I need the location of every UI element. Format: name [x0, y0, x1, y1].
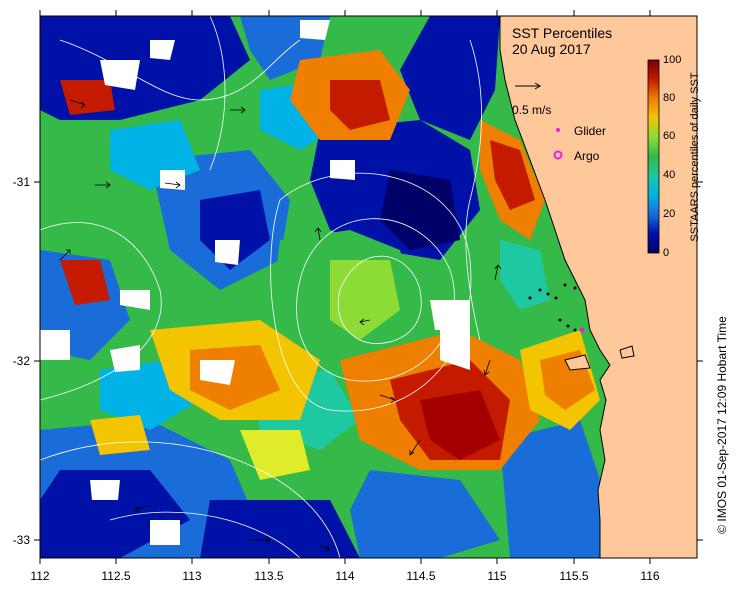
x-tick-label: 114 — [335, 569, 354, 583]
island-outlines — [564, 345, 635, 371]
glider-track — [528, 283, 577, 332]
current-vectors — [59, 99, 502, 552]
colorbar-tick-label: 20 — [663, 208, 675, 220]
colorbar-tick-label: 60 — [663, 130, 675, 142]
y-tick-label: -32 — [13, 354, 31, 368]
sea-level-contours — [40, 16, 482, 558]
glider-label: Glider — [574, 124, 606, 138]
x-tick-label: 116 — [640, 569, 659, 583]
credit-label: © IMOS 01-Sep-2017 12:09 Hobart Time — [715, 316, 729, 534]
colorbar-tick-label: 0 — [663, 247, 669, 259]
plot-frame — [39, 15, 698, 559]
colorbar: 100 80 60 40 20 0 SSTAARS percentiles of… — [647, 54, 701, 259]
axis-tick-marks — [34, 10, 703, 564]
colorbar-tick-label: 40 — [663, 169, 675, 181]
argo-marker-icon — [553, 150, 563, 160]
vector-scale-arrow — [515, 82, 541, 90]
map-title: SST Percentiles — [512, 25, 612, 41]
map-date: 20 Aug 2017 — [512, 41, 591, 57]
colorbar-tick-label: 100 — [663, 54, 681, 66]
x-axis-labels: 112 112.5 113 113.5 114 114.5 115 115.5 … — [30, 569, 659, 583]
colorbar-label: SSTAARS percentiles of daily SST — [689, 72, 701, 241]
x-tick-label: 115.5 — [559, 569, 588, 583]
x-tick-label: 114.5 — [406, 569, 435, 583]
legend: 0.5 m/s Glider Argo — [512, 82, 606, 163]
x-tick-label: 112.5 — [101, 569, 130, 583]
y-tick-label: -33 — [13, 533, 31, 547]
glider-marker-icon — [556, 128, 560, 132]
argo-label: Argo — [574, 149, 600, 163]
sst-patches — [40, 16, 600, 558]
x-tick-label: 112 — [30, 569, 49, 583]
y-axis-labels: -31 -32 -33 — [13, 175, 31, 547]
colorbar-gradient — [647, 59, 660, 254]
vector-scale-label: 0.5 m/s — [512, 103, 551, 117]
y-tick-label: -31 — [13, 175, 31, 189]
x-tick-label: 113 — [182, 569, 201, 583]
colorbar-tick-label: 80 — [663, 92, 675, 104]
x-tick-label: 115 — [487, 569, 506, 583]
x-tick-label: 113.5 — [254, 569, 283, 583]
glider-current-position — [579, 327, 585, 333]
